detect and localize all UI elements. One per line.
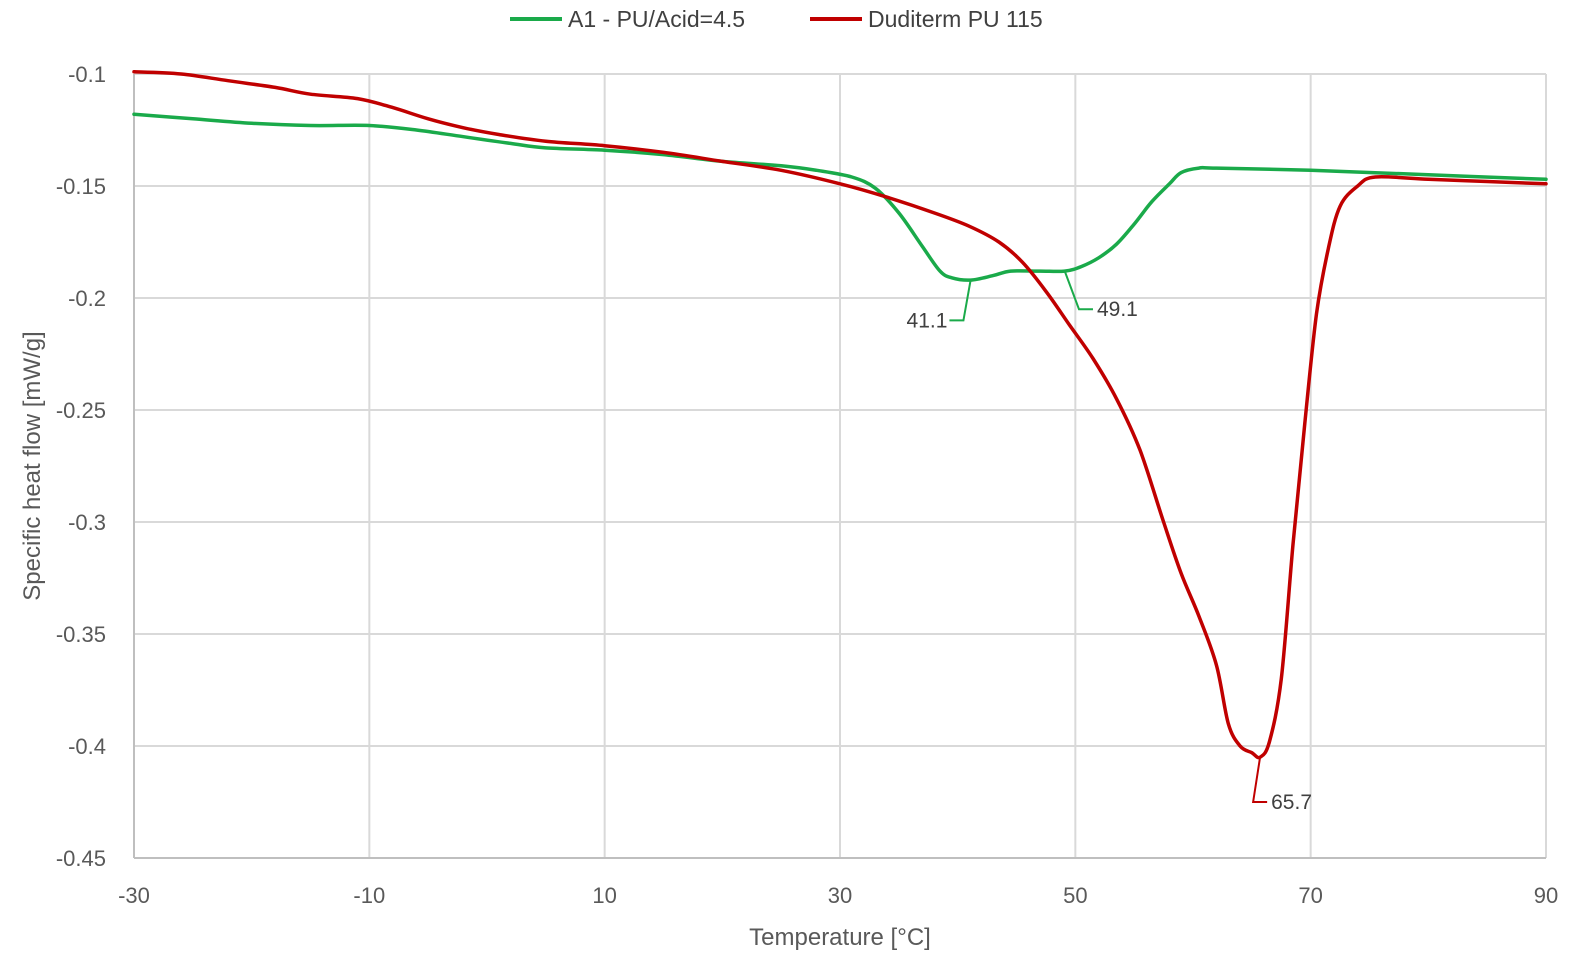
annotation-leader — [1063, 270, 1093, 311]
x-tick-label: 30 — [828, 883, 852, 908]
x-tick-label: 50 — [1063, 883, 1087, 908]
series-lines — [132, 70, 1548, 760]
axes: -30 -10 10 30 50 70 90 -0.1 -0.15 -0.2 -0.25 -0.3 -0… — [56, 62, 1558, 908]
y-tick-label: -0.45 — [56, 846, 106, 871]
annotation-label: 49.1 — [1097, 298, 1138, 321]
annotation-label: 41.1 — [907, 309, 948, 332]
annotation-label: 65.7 — [1271, 791, 1312, 814]
y-tick-label: -0.2 — [68, 286, 106, 311]
series-line-a1-pu-acid — [132, 112, 1548, 282]
annotation-leader — [949, 279, 972, 322]
x-tick-label: 10 — [592, 883, 616, 908]
y-tick-label: -0.1 — [68, 62, 106, 87]
x-tick-label: 90 — [1534, 883, 1558, 908]
x-tick-label: -30 — [118, 883, 150, 908]
annotation-leader — [1251, 757, 1268, 803]
legend: A1 - PU/Acid=4.5 Duditerm PU 115 — [510, 6, 1043, 32]
legend-label-duditerm-pu-115: Duditerm PU 115 — [868, 6, 1043, 32]
legend-label-a1-pu-acid: A1 - PU/Acid=4.5 — [568, 6, 745, 32]
x-axis-title: Temperature [°C] — [749, 924, 931, 951]
y-tick-label: -0.15 — [56, 174, 106, 199]
data-annotations: 41.1 49.1 65.7 — [907, 270, 1312, 814]
y-tick-label: -0.35 — [56, 622, 106, 647]
gridlines — [134, 73, 1547, 858]
y-tick-label: -0.4 — [68, 734, 106, 759]
series-line-duditerm-pu-115 — [132, 70, 1548, 760]
x-tick-label: 70 — [1298, 883, 1322, 908]
y-axis-title: Specific heat flow [mW/g] — [19, 331, 46, 600]
y-tick-label: -0.25 — [56, 398, 106, 423]
x-tick-label: -10 — [353, 883, 385, 908]
y-tick-label: -0.3 — [68, 510, 106, 535]
